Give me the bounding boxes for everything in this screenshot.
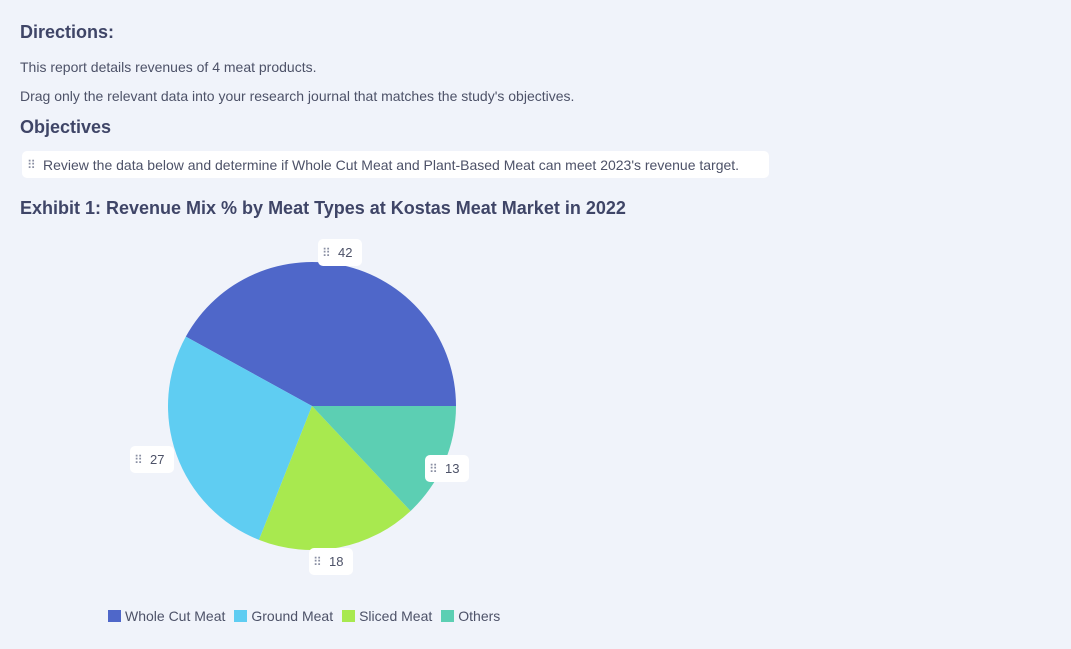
- value-label-ground[interactable]: ⠿ 27: [130, 446, 175, 473]
- drag-handle-icon[interactable]: ⠿: [134, 452, 143, 467]
- legend-swatch: [441, 610, 455, 622]
- value-label-whole-cut[interactable]: ⠿ 42: [318, 239, 363, 266]
- directions-text-1: This report details revenues of 4 meat p…: [20, 59, 317, 75]
- objective-text: Review the data below and determine if W…: [43, 156, 740, 173]
- legend-item-ground: Ground Meat: [234, 608, 333, 624]
- slice-others: [312, 406, 456, 511]
- legend-label: Sliced Meat: [359, 608, 433, 624]
- value-label-text: 18: [329, 554, 344, 569]
- directions-heading: Directions:: [20, 22, 115, 42]
- drag-handle-icon[interactable]: ⠿: [27, 157, 36, 172]
- legend-item-whole-cut: Whole Cut Meat: [108, 608, 225, 624]
- value-label-text: 27: [150, 452, 165, 467]
- drag-handle-icon[interactable]: ⠿: [313, 554, 322, 569]
- objective-draggable-item[interactable]: ⠿ Review the data below and determine if…: [22, 151, 769, 178]
- legend-label: Whole Cut Meat: [125, 608, 226, 624]
- drag-handle-icon[interactable]: ⠿: [322, 245, 331, 260]
- legend-swatch: [108, 610, 121, 622]
- directions-text-2: Drag only the relevant data into your re…: [20, 88, 575, 104]
- slice-whole-cut: [185, 261, 457, 406]
- value-label-sliced[interactable]: ⠿ 18: [309, 548, 354, 575]
- legend-label: Ground Meat: [251, 608, 334, 624]
- objectives-heading: Objectives: [20, 117, 112, 137]
- legend-label: Others: [458, 608, 501, 624]
- drag-handle-icon[interactable]: ⠿: [429, 461, 438, 476]
- legend-swatch: [234, 610, 248, 622]
- chart-legend: Whole Cut Meat Ground Meat Sliced Meat O…: [108, 608, 509, 624]
- exhibit-title: Exhibit 1: Revenue Mix % by Meat Types a…: [20, 198, 626, 218]
- value-label-text: 42: [338, 245, 353, 260]
- legend-swatch: [342, 610, 356, 622]
- slice-sliced: [258, 406, 411, 550]
- legend-item-sliced: Sliced Meat: [342, 608, 432, 624]
- value-label-others[interactable]: ⠿ 13: [425, 455, 470, 482]
- slice-ground: [167, 336, 312, 540]
- value-label-text: 13: [445, 461, 460, 476]
- legend-item-others: Others: [441, 608, 500, 624]
